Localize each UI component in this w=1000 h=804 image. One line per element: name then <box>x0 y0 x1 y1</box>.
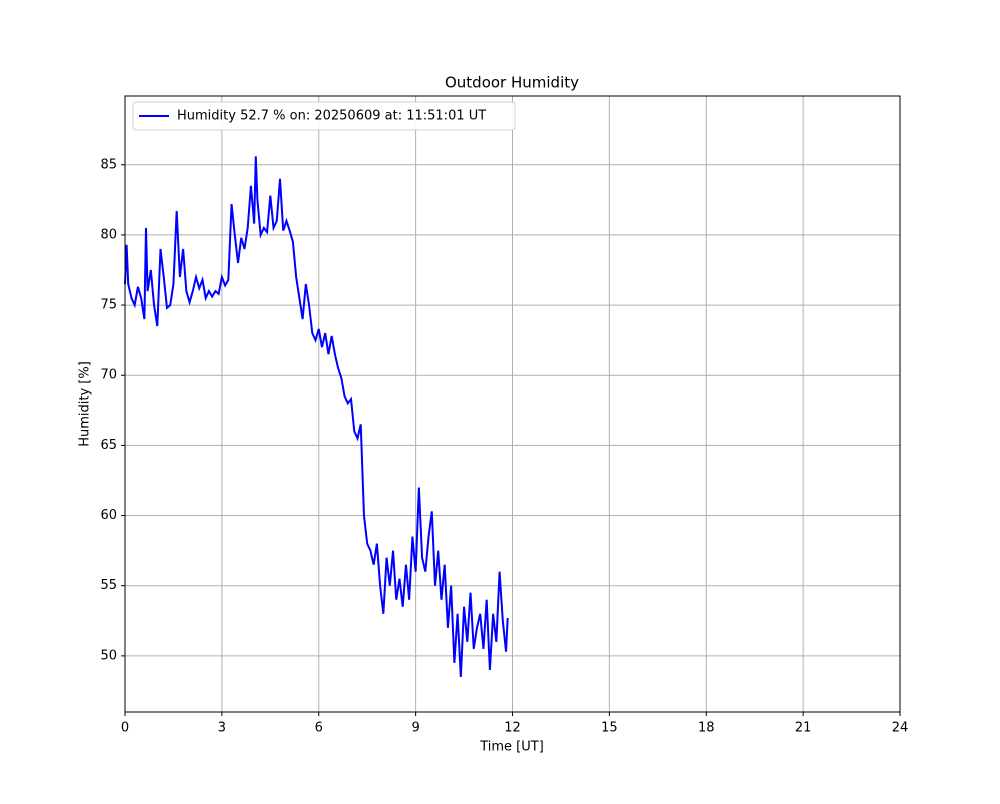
y-tick-label: 70 <box>100 368 117 383</box>
y-tick-label: 50 <box>100 648 117 663</box>
x-tick-label: 3 <box>218 721 226 736</box>
y-tick-label: 60 <box>100 508 117 523</box>
x-tick-label: 6 <box>315 721 323 736</box>
x-tick-label: 18 <box>698 721 715 736</box>
x-tick-label: 12 <box>504 721 521 736</box>
y-tick-label: 65 <box>100 438 117 453</box>
legend-box <box>132 101 516 131</box>
x-axis-label: Time [UT] <box>479 740 544 755</box>
x-tick-label: 15 <box>601 721 618 736</box>
x-tick-label: 9 <box>411 721 419 736</box>
y-tick-label: 55 <box>100 578 117 593</box>
y-axis-label: Humidity [%] <box>78 361 93 447</box>
x-tick-label: 0 <box>121 721 129 736</box>
y-tick-label: 75 <box>100 298 117 313</box>
y-tick-label: 80 <box>100 227 117 242</box>
chart-title: Outdoor Humidity <box>445 74 579 92</box>
plot <box>124 156 509 677</box>
x-tick-label: 24 <box>892 721 909 736</box>
line <box>124 156 509 677</box>
x-tick-label: 21 <box>795 721 812 736</box>
y-tick-label: 85 <box>100 157 117 172</box>
legend-label: Humidity 52.7 % on: 20250609 at: 11:51:0… <box>177 109 486 124</box>
